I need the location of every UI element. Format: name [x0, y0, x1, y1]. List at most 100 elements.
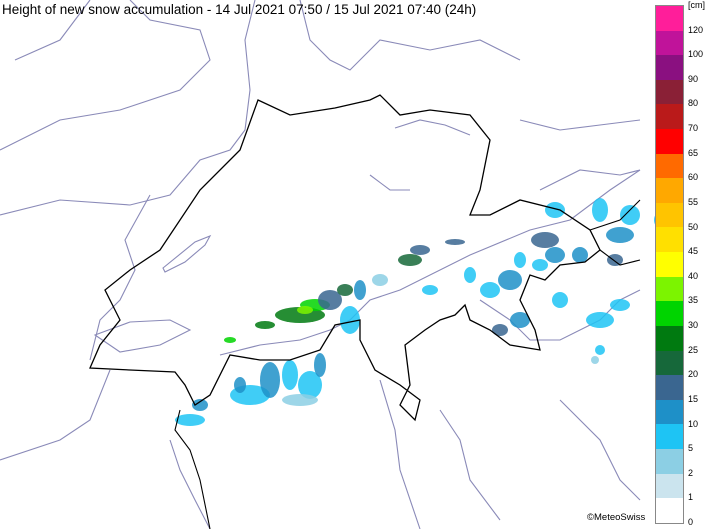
legend-label: 50 — [688, 221, 699, 232]
snow-patch — [255, 321, 275, 329]
snow-patch — [591, 356, 599, 364]
snow-patch — [314, 353, 326, 377]
snow-patch — [606, 227, 634, 243]
legend-bin — [656, 153, 683, 179]
legend-label: 20 — [688, 369, 699, 380]
legend-bin — [656, 424, 683, 449]
legend-label: 70 — [688, 123, 699, 134]
legend-bin — [656, 79, 683, 105]
snow-patch — [514, 252, 526, 268]
legend-bin — [656, 178, 683, 203]
legend-bin — [656, 55, 683, 80]
rivers-and-borders-gray — [0, 0, 641, 529]
swiss-border — [89, 94, 601, 422]
snow-patch — [260, 362, 280, 398]
lake — [369, 174, 410, 191]
color-legend — [655, 5, 684, 524]
snow-patch — [492, 324, 508, 336]
legend-bin — [656, 227, 683, 253]
snow-patch — [552, 292, 568, 308]
snow-accumulation-layer — [175, 198, 666, 426]
region-boundary — [219, 169, 641, 356]
legend-label: 5 — [688, 443, 694, 454]
legend-bin — [656, 129, 683, 154]
snow-patch — [398, 254, 422, 266]
legend-bin — [656, 498, 683, 523]
snow-patch — [282, 360, 298, 390]
lake — [162, 234, 212, 273]
snow-patch — [510, 312, 530, 328]
legend-label: 55 — [688, 196, 699, 207]
snow-patch — [282, 394, 318, 406]
legend-bin — [656, 276, 683, 302]
snow-patch — [234, 377, 246, 393]
legend-bin — [656, 473, 683, 499]
snow-patch — [592, 198, 608, 222]
legend-bin — [656, 399, 683, 425]
snow-patch — [586, 312, 614, 328]
legend-label: 2 — [688, 467, 694, 478]
legend-unit: [cm] — [688, 0, 705, 10]
map-title: Height of new snow accumulation - 14 Jul… — [2, 2, 477, 17]
snow-patch — [192, 399, 208, 411]
legend-label: 10 — [688, 418, 699, 429]
snow-patch — [337, 284, 353, 296]
snow-patch — [464, 267, 476, 283]
snow-patch — [298, 371, 322, 399]
snow-patch — [532, 259, 548, 271]
snow-patch — [224, 337, 236, 343]
legend-label: 100 — [688, 49, 704, 60]
legend-bin — [656, 375, 683, 400]
snow-patch — [531, 232, 559, 248]
region-boundary — [439, 409, 501, 521]
region-boundary — [89, 194, 151, 361]
lake — [394, 119, 471, 136]
snow-patch — [620, 205, 640, 225]
lake — [93, 319, 192, 353]
legend-label: 40 — [688, 270, 699, 281]
snow-patch — [318, 290, 342, 310]
snow-patch — [572, 247, 588, 263]
region-boundary — [0, 0, 211, 151]
snow-patch — [175, 414, 205, 426]
legend-label: 65 — [688, 147, 699, 158]
legend-bin — [656, 301, 683, 326]
snow-patch — [372, 274, 388, 286]
region-boundary — [539, 169, 641, 191]
legend-label: 35 — [688, 295, 699, 306]
region-boundary — [14, 0, 91, 61]
legend-label: 120 — [688, 24, 704, 35]
legend-label: 15 — [688, 393, 699, 404]
snow-patch — [422, 285, 438, 295]
snow-patch — [545, 202, 565, 218]
snow-patch — [607, 254, 623, 266]
legend-label: 80 — [688, 98, 699, 109]
region-boundary — [379, 379, 421, 529]
legend-bin — [656, 6, 683, 31]
snow-patch — [480, 282, 500, 298]
legend-bin — [656, 448, 683, 474]
region-boundary — [169, 439, 211, 529]
legend-bin — [656, 202, 683, 228]
legend-label: 25 — [688, 344, 699, 355]
snow-patch — [410, 245, 430, 255]
region-boundary — [0, 0, 256, 216]
national-border — [174, 199, 641, 529]
copyright: ©MeteoSwiss — [587, 512, 646, 523]
snow-patch — [297, 306, 313, 314]
snow-patch — [595, 345, 605, 355]
legend-bin — [656, 325, 683, 351]
snow-patch — [445, 239, 465, 245]
legend-bin — [656, 30, 683, 56]
region-boundary — [0, 369, 111, 461]
legend-label: 1 — [688, 492, 694, 503]
legend-label: 60 — [688, 172, 699, 183]
region-boundary — [559, 399, 641, 501]
snow-patch — [610, 299, 630, 311]
legend-bin — [656, 252, 683, 277]
snow-patch — [340, 306, 360, 334]
legend-bin — [656, 350, 683, 376]
snow-patch — [498, 270, 522, 290]
